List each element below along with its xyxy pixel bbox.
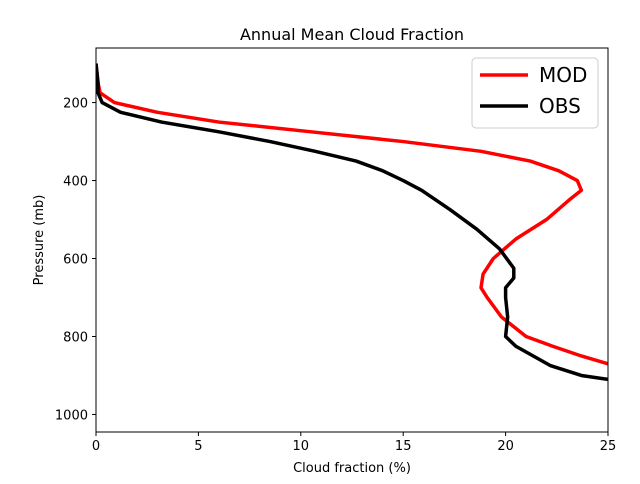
series-line-mod	[96, 63, 608, 366]
legend-label-mod: MOD	[539, 63, 587, 87]
y-axis-label: Pressure (mb)	[32, 195, 47, 286]
series-line-obs	[96, 63, 608, 382]
y-tick-label: 1000	[55, 408, 88, 423]
x-tick-label: 25	[600, 439, 617, 454]
y-tick-label: 400	[63, 175, 88, 190]
legend: MOD OBS	[471, 57, 599, 129]
x-tick-label: 15	[395, 439, 412, 454]
y-tick-label: 600	[63, 253, 88, 268]
x-tick-label: 5	[194, 439, 202, 454]
x-tick-label: 0	[92, 439, 100, 454]
x-axis-label: Cloud fraction (%)	[293, 461, 411, 476]
legend-label-obs: OBS	[539, 94, 581, 118]
plot-frame	[95, 47, 609, 433]
chart-title: Annual Mean Cloud Fraction	[240, 25, 464, 44]
y-tick-label: 800	[63, 330, 88, 345]
axes-layer: 0 5 10 15 20 25 200 400 600 800 1000	[55, 47, 617, 454]
x-tick-label: 10	[293, 439, 310, 454]
x-tick-label: 20	[497, 439, 514, 454]
series-layer	[96, 63, 608, 382]
y-tick-label: 200	[63, 97, 88, 112]
